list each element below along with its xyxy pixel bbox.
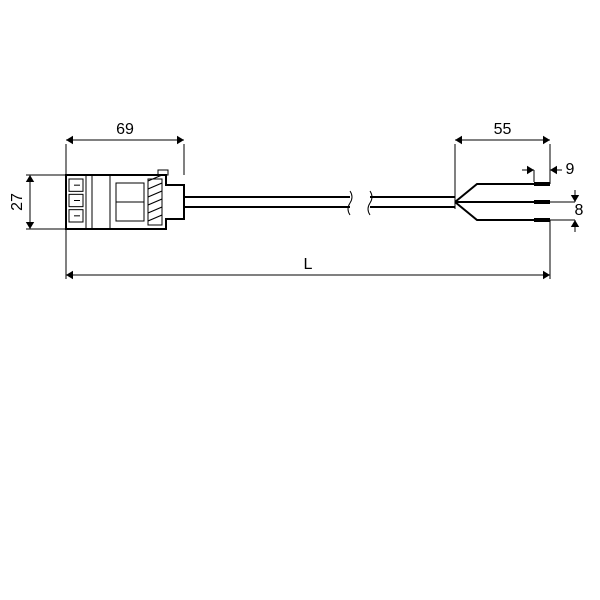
dim-connector-height: 27 <box>9 193 26 211</box>
dim-free-end-length: 55 <box>494 121 512 138</box>
dim-wire-tip: 9 <box>566 161 575 178</box>
dim-total-length: L <box>304 256 313 273</box>
dim-connector-length: 69 <box>116 121 134 138</box>
dim-wire-offset: 8 <box>575 202 584 219</box>
cable-dimension-diagram: 69 27 55 9 8 L <box>0 0 600 600</box>
connector <box>66 170 184 229</box>
free-end-wires <box>455 182 550 222</box>
